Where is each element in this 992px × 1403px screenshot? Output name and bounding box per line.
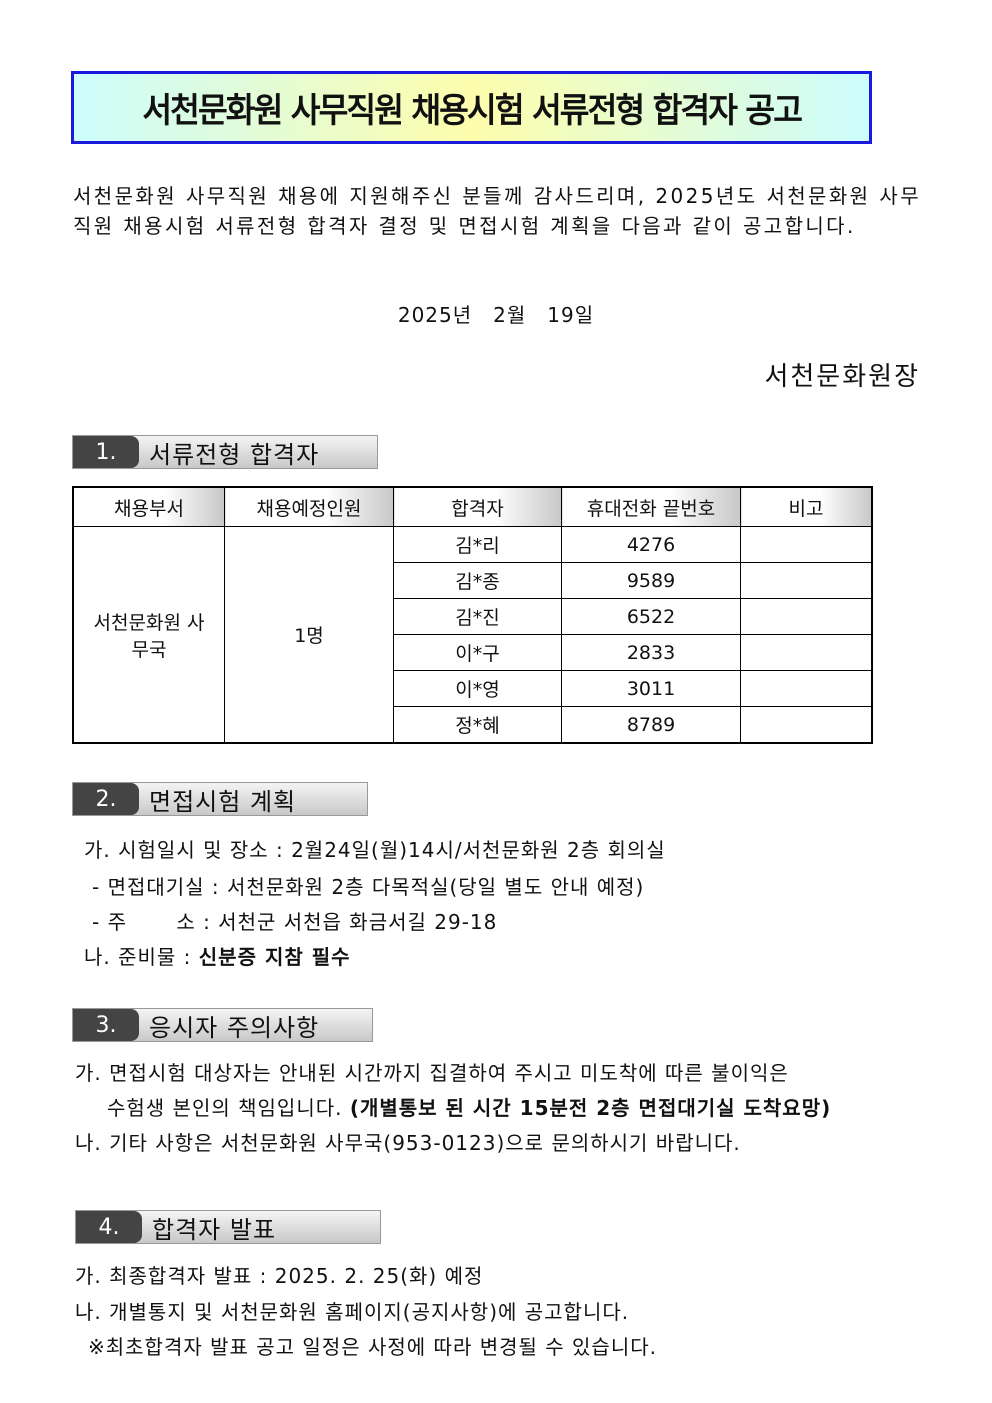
phone-cell: 8789 bbox=[561, 706, 741, 744]
phone-cell: 2833 bbox=[561, 634, 741, 671]
phone-cell: 6522 bbox=[561, 598, 741, 635]
table-row: 이*영 3011 bbox=[73, 670, 873, 707]
section-number: 4. bbox=[76, 1211, 142, 1243]
section-header-4: 4. 합격자 발표 bbox=[75, 1210, 381, 1244]
note-cell bbox=[740, 670, 873, 707]
interview-address: - 주 소 : 서천군 서천읍 화금서길 29-18 bbox=[92, 910, 498, 934]
section-header-1: 1. 서류전형 합격자 bbox=[72, 435, 378, 469]
header-name: 합격자 bbox=[393, 486, 562, 527]
interview-datetime: 가. 시험일시 및 장소 : 2월24일(월)14시/서천문화원 2층 회의실 bbox=[84, 838, 666, 862]
signer: 서천문화원장 bbox=[764, 362, 920, 392]
section-number: 1. bbox=[73, 436, 139, 468]
dept-cell: 서천문화원 사무국 bbox=[72, 526, 225, 744]
title-banner: 서천문화원 사무직원 채용시험 서류전형 합격자 공고 bbox=[71, 71, 872, 144]
section-label: 서류전형 합격자 bbox=[149, 440, 320, 469]
count-cell: 1명 bbox=[224, 526, 394, 744]
table-row: 김*진 6522 bbox=[73, 598, 873, 635]
table-row: 정*혜 8789 bbox=[73, 706, 873, 744]
table-row: 이*구 2833 bbox=[73, 634, 873, 671]
notice-arrival-note: (개별통보 된 시간 15분전 2층 면접대기실 도착요망) bbox=[349, 1096, 832, 1120]
section-label: 면접시험 계획 bbox=[149, 787, 297, 816]
section-number: 3. bbox=[73, 1009, 139, 1041]
name-cell: 김*종 bbox=[393, 562, 562, 599]
supplies-label: 나. 준비물 : bbox=[84, 945, 199, 969]
name-cell: 정*혜 bbox=[393, 706, 562, 744]
notice-item-a-cont: 수험생 본인의 책임입니다. bbox=[107, 1096, 350, 1120]
name-cell: 이*구 bbox=[393, 634, 562, 671]
table-header-row: 채용부서 채용예정인원 합격자 휴대전화 끝번호 비고 bbox=[72, 486, 873, 527]
note-cell bbox=[740, 706, 873, 744]
name-cell: 김*리 bbox=[393, 526, 562, 563]
supplies-value: 신분증 지참 필수 bbox=[198, 945, 351, 969]
phone-cell: 3011 bbox=[561, 670, 741, 707]
announce-item-a: 가. 최종합격자 발표 : 2025. 2. 25(화) 예정 bbox=[75, 1264, 484, 1288]
name-cell: 김*진 bbox=[393, 598, 562, 635]
page-title: 서천문화원 사무직원 채용시험 서류전형 합격자 공고 bbox=[142, 91, 803, 131]
applicants-table: 채용부서 채용예정인원 합격자 휴대전화 끝번호 비고 서천문화원 사무국 1명… bbox=[72, 486, 873, 744]
phone-cell: 4276 bbox=[561, 526, 741, 563]
interview-waiting-room: - 면접대기실 : 서천문화원 2층 다목적실(당일 별도 안내 예정) bbox=[92, 875, 645, 899]
announce-note: ※최초합격자 발표 공고 일정은 사정에 따라 변경될 수 있습니다. bbox=[88, 1335, 657, 1359]
section-label: 응시자 주의사항 bbox=[149, 1013, 320, 1042]
header-dept: 채용부서 bbox=[72, 486, 225, 527]
header-count: 채용예정인원 bbox=[224, 486, 394, 527]
intro-paragraph: 서천문화원 사무직원 채용에 지원해주신 분들께 감사드리며, 2025년도 서… bbox=[73, 184, 921, 238]
note-cell bbox=[740, 634, 873, 671]
name-cell: 이*영 bbox=[393, 670, 562, 707]
note-cell bbox=[740, 562, 873, 599]
note-cell bbox=[740, 526, 873, 563]
note-cell bbox=[740, 598, 873, 635]
header-note: 비고 bbox=[740, 486, 873, 527]
section-header-3: 3. 응시자 주의사항 bbox=[72, 1008, 373, 1042]
announce-item-b: 나. 개별통지 및 서천문화원 홈페이지(공지사항)에 공고합니다. bbox=[75, 1300, 630, 1324]
section-label: 합격자 발표 bbox=[152, 1215, 277, 1244]
table-row: 김*종 9589 bbox=[73, 562, 873, 599]
header-phone: 휴대전화 끝번호 bbox=[561, 486, 741, 527]
section-number: 2. bbox=[73, 783, 139, 815]
notice-item-a: 가. 면접시험 대상자는 안내된 시간까지 집결하여 주시고 미도착에 따른 불… bbox=[75, 1061, 789, 1085]
table-row: 서천문화원 사무국 1명 김*리 4276 bbox=[72, 526, 873, 744]
section-header-2: 2. 면접시험 계획 bbox=[72, 782, 368, 816]
announcement-date: 2025년 2월 19일 bbox=[397, 303, 595, 327]
notice-item-b: 나. 기타 사항은 서천문화원 사무국(953-0123)으로 문의하시기 바랍… bbox=[75, 1131, 741, 1155]
phone-cell: 9589 bbox=[561, 562, 741, 599]
